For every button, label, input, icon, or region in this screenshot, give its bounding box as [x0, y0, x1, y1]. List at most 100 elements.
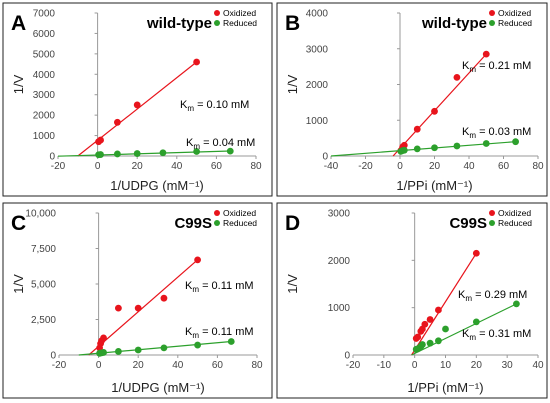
- data-point-oxidized: [431, 107, 438, 115]
- data-point-oxidized: [133, 101, 141, 109]
- y-tick-label: 1000: [328, 303, 351, 314]
- panel-d: -20 -10 0 10 20 30 40 0 1000 2000 3000 1/PPi (mM⁻¹)…: [276, 202, 548, 399]
- x-tick-label: 20: [132, 161, 144, 172]
- data-point-reduced: [160, 344, 168, 352]
- km-label-oxidized: Km = 0.11 mM: [185, 280, 254, 294]
- data-point-reduced: [134, 346, 142, 354]
- fit-line-reduced: [411, 303, 517, 356]
- y-tick-label: 7,500: [31, 244, 56, 255]
- panel-letter: C: [11, 212, 26, 235]
- data-point-oxidized: [426, 316, 434, 323]
- data-point-reduced: [482, 140, 490, 147]
- x-tick-label: 0: [96, 360, 102, 371]
- panel-letter: A: [11, 12, 26, 35]
- legend-marker-oxidized: [214, 10, 220, 16]
- panel-frame: [2, 2, 273, 197]
- km-label-oxidized: Km = 0.29 mM: [458, 289, 527, 303]
- data-point-oxidized: [115, 304, 122, 312]
- x-tick-label: 80: [532, 161, 544, 172]
- x-tick-label: 20: [471, 360, 483, 371]
- x-axis-label: 1/PPi (mM⁻¹): [407, 380, 483, 395]
- y-tick-label: 5000: [33, 49, 56, 60]
- y-tick-label: 1000: [306, 116, 329, 127]
- y-tick-label: 2000: [306, 80, 329, 91]
- data-point-oxidized: [160, 294, 168, 302]
- y-tick-label: 4000: [306, 9, 329, 20]
- y-tick-label: 0: [50, 351, 56, 362]
- data-point-oxidized: [194, 256, 202, 264]
- legend-label-oxidized: Oxidized: [223, 8, 256, 18]
- panel-frame: [2, 202, 273, 399]
- x-tick-label: 40: [172, 360, 184, 371]
- data-point-reduced: [431, 144, 438, 152]
- fit-line-oxidized: [392, 53, 487, 157]
- data-point-oxidized: [100, 334, 107, 342]
- panel-frame: [276, 202, 548, 399]
- data-point-oxidized: [453, 73, 461, 81]
- data-point-reduced: [413, 145, 421, 153]
- y-tick-label: 5,000: [31, 280, 56, 291]
- panel-letter: D: [285, 212, 300, 235]
- x-tick-label: 40: [532, 360, 544, 371]
- y-axis-label: 1/V: [11, 74, 26, 94]
- km-label-reduced: Km = 0.11 mM: [185, 326, 254, 340]
- y-tick-label: 2,500: [31, 315, 56, 326]
- data-point-reduced: [426, 339, 434, 347]
- y-axis-label: 1/V: [285, 74, 300, 94]
- y-tick-label: 2000: [328, 256, 351, 267]
- y-tick-label: 10,000: [25, 209, 56, 220]
- data-point-reduced: [115, 348, 122, 355]
- legend-label-oxidized: Oxidized: [498, 208, 531, 218]
- x-tick-label: 80: [250, 161, 262, 172]
- y-axis-label: 1/V: [11, 274, 26, 294]
- data-point-reduced: [418, 341, 426, 348]
- data-point-reduced: [472, 318, 480, 326]
- km-label-oxidized: Km = 0.21 mM: [462, 60, 531, 74]
- data-point-reduced: [133, 150, 141, 157]
- data-point-reduced: [442, 325, 449, 333]
- y-tick-label: 6000: [33, 29, 56, 40]
- legend-marker-reduced: [214, 220, 220, 226]
- x-tick-label: 20: [429, 161, 441, 172]
- x-tick-label: 60: [212, 360, 224, 371]
- data-point-reduced: [227, 338, 235, 345]
- x-tick-label: 60: [498, 161, 510, 172]
- data-point-reduced: [513, 300, 520, 308]
- data-point-reduced: [114, 150, 121, 158]
- x-tick-label: -10: [377, 360, 392, 371]
- x-tick-label: -40: [324, 161, 339, 172]
- km-label-reduced: Km = 0.04 mM: [186, 137, 255, 151]
- data-point-reduced: [400, 146, 408, 154]
- data-point-reduced: [435, 337, 442, 345]
- fit-line-oxidized: [88, 259, 198, 356]
- y-tick-label: 4000: [33, 70, 56, 81]
- data-point-oxidized: [193, 58, 201, 66]
- panel-c: -20 0 20 40 60 8002,5005,0007,50010,0001/UDPG…: [2, 202, 273, 399]
- x-tick-label: -20: [51, 161, 66, 172]
- legend-label-reduced: Reduced: [498, 18, 532, 28]
- y-tick-label: 0: [344, 351, 350, 362]
- x-tick-label: 40: [171, 161, 183, 172]
- x-tick-label: 0: [95, 161, 101, 172]
- panel-b: -40 -20 0 20 40 60 80 0 1000 2000 3000 4000 1/PPi (m…: [276, 2, 548, 197]
- x-axis-label: 1/UDPG (mM⁻¹): [110, 178, 204, 193]
- panel-a: -20 0 20 40 60 800100020003000400050006000700…: [2, 2, 273, 197]
- data-point-reduced: [512, 138, 519, 146]
- x-tick-label: -20: [52, 360, 67, 371]
- x-tick-label: 0: [397, 161, 403, 172]
- km-label-reduced: Km = 0.03 mM: [462, 126, 531, 140]
- legend-marker-reduced: [489, 20, 495, 26]
- y-tick-label: 7000: [33, 9, 56, 20]
- legend-marker-reduced: [489, 220, 495, 226]
- x-tick-label: -20: [358, 161, 373, 172]
- data-point-oxidized: [134, 304, 142, 312]
- data-point-oxidized: [400, 141, 408, 149]
- x-axis-label: 1/UDPG (mM⁻¹): [111, 380, 205, 395]
- x-tick-label: 20: [133, 360, 145, 371]
- x-tick-label: 60: [211, 161, 223, 172]
- data-point-reduced: [193, 148, 201, 155]
- x-tick-label: 80: [251, 360, 263, 371]
- x-axis-label: 1/PPi (mM⁻¹): [396, 178, 472, 193]
- y-tick-label: 1000: [33, 131, 56, 142]
